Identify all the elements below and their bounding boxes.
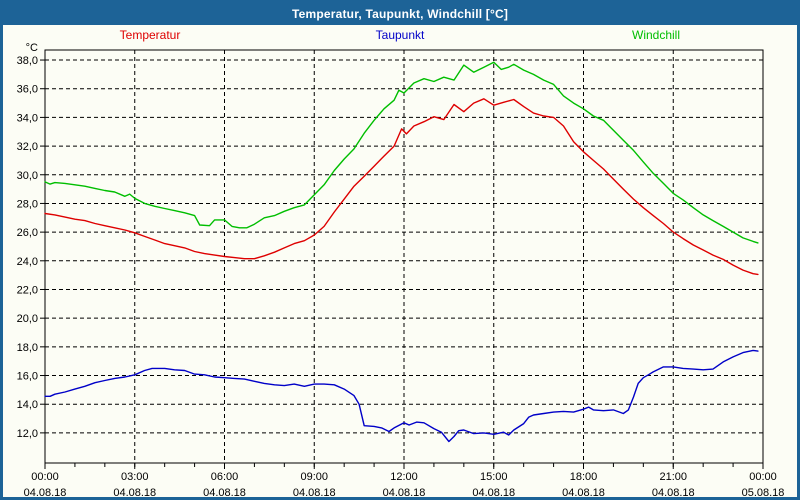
series-taupunkt-line <box>44 349 759 443</box>
x-tick-time-label: 03:00 <box>121 471 149 483</box>
legend-item-taupunkt: Taupunkt <box>375 28 425 42</box>
series-windchill-line <box>44 61 759 244</box>
y-tick-label: 34,0 <box>17 112 38 124</box>
x-tick-date-label: 04.08.18 <box>113 487 156 499</box>
x-tick-time-label: 09:00 <box>300 471 328 483</box>
y-tick-label: 30,0 <box>17 170 38 182</box>
x-tick-date-label: 04.08.18 <box>562 487 605 499</box>
x-tick-date-label: 04.08.18 <box>472 487 515 499</box>
chart-plot-area: 38,0 36,0 34,0 32,0 30,0 28,0 26,0 24,0 22,0 20,0… <box>17 42 785 499</box>
y-tick-label: 28,0 <box>17 198 38 210</box>
x-tick-time-label: 15:00 <box>480 471 508 483</box>
title-bar: Temperatur, Taupunkt, Windchill [°C] <box>3 3 797 25</box>
y-tick-label: 38,0 <box>17 55 38 67</box>
x-tick-date-label: 05.08.18 <box>742 487 785 499</box>
y-tick-label: 26,0 <box>17 227 38 239</box>
y-tick-label: 24,0 <box>17 256 38 268</box>
x-tick-date-label: 04.08.18 <box>383 487 426 499</box>
y-tick-label: 36,0 <box>17 84 38 96</box>
x-tick-date-label: 04.08.18 <box>652 487 695 499</box>
x-tick-time-label: 12:00 <box>390 471 418 483</box>
y-tick-label: 22,0 <box>17 284 38 296</box>
x-tick-time-label: 00:00 <box>749 471 777 483</box>
y-tick-label: 16,0 <box>17 371 38 383</box>
y-tick-label: 32,0 <box>17 141 38 153</box>
x-tick-time-label: 06:00 <box>211 471 239 483</box>
x-tick-time-label: 21:00 <box>659 471 687 483</box>
x-tick-date-label: 04.08.18 <box>203 487 246 499</box>
x-tick-time-label: 18:00 <box>570 471 598 483</box>
x-tick-date-label: 04.08.18 <box>293 487 336 499</box>
x-tick-time-label: 00:00 <box>31 471 59 483</box>
y-tick-label: 18,0 <box>17 342 38 354</box>
y-tick-label: 20,0 <box>17 313 38 325</box>
y-axis-unit-label: °C <box>26 42 38 54</box>
y-tick-label: 14,0 <box>17 399 38 411</box>
x-tick-date-label: 04.08.18 <box>24 487 67 499</box>
y-tick-label: 12,0 <box>17 428 38 440</box>
legend-item-windchill: Windchill <box>631 28 681 42</box>
window-title: Temperatur, Taupunkt, Windchill [°C] <box>291 7 509 21</box>
legend-item-temperatur: Temperatur <box>119 28 181 42</box>
plot-border <box>44 49 764 464</box>
series-temperatur-line <box>44 98 759 276</box>
